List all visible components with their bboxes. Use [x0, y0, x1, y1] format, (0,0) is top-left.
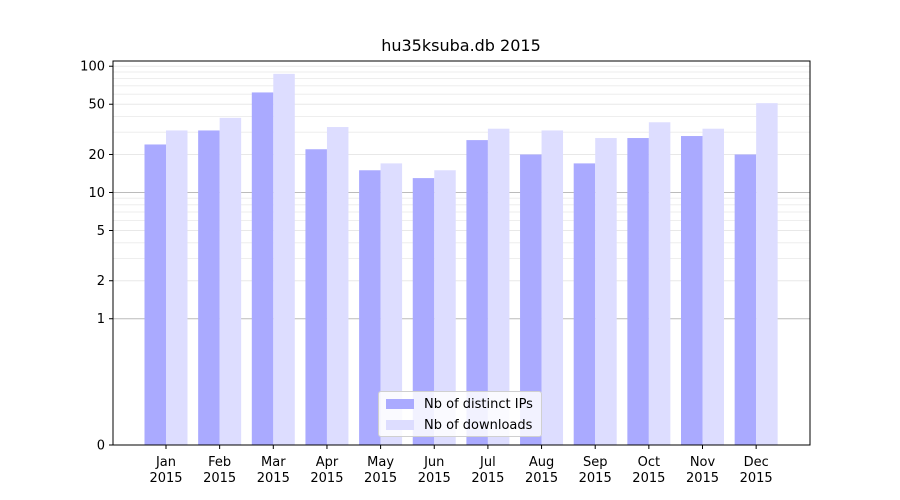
x-tick-label-month: Aug: [529, 455, 554, 470]
bar-distinct-ips: [734, 154, 757, 445]
bar-distinct-ips: [520, 154, 542, 445]
x-tick-label-year: 2015: [471, 471, 504, 486]
y-tick-label: 50: [88, 98, 105, 113]
bar-downloads: [326, 127, 349, 445]
x-tick-label-month: Dec: [744, 455, 769, 470]
legend-swatch-downloads: [386, 420, 414, 430]
x-tick-label-year: 2015: [686, 471, 719, 486]
x-tick-label-year: 2015: [740, 471, 773, 486]
bars: [144, 73, 778, 446]
bar-distinct-ips: [573, 163, 596, 445]
x-tick-label-year: 2015: [364, 471, 397, 486]
bar-downloads: [541, 130, 564, 445]
x-tick-label-month: Jun: [423, 455, 444, 470]
x-tick-label-month: Jan: [155, 455, 176, 470]
x-tick-label-month: Nov: [690, 455, 716, 470]
x-tick-label-month: Jul: [479, 455, 496, 470]
bar-downloads: [380, 163, 403, 445]
x-tick-label-year: 2015: [257, 471, 290, 486]
y-tick-label: 0: [97, 439, 105, 454]
y-tick-label: 10: [88, 186, 105, 201]
legend-item-ips: Nb of distinct IPs: [386, 395, 533, 413]
bar-distinct-ips: [466, 140, 488, 445]
bar-distinct-ips: [251, 92, 274, 445]
chart-title: hu35ksuba.db 2015: [381, 36, 541, 55]
bar-distinct-ips: [144, 144, 166, 445]
x-tick-label-month: Mar: [261, 455, 286, 470]
legend-label-ips: Nb of distinct IPs: [424, 396, 533, 412]
bar-downloads: [702, 128, 724, 446]
bar-downloads: [219, 117, 242, 446]
bar-downloads: [756, 103, 778, 446]
bar-distinct-ips: [681, 136, 703, 445]
y-tick-label: 20: [88, 148, 105, 163]
legend-swatch-ips: [386, 399, 414, 409]
x-axis: Jan2015Feb2015Mar2015Apr2015May2015Jun20…: [149, 445, 773, 486]
x-tick-label-month: Sep: [583, 455, 608, 470]
x-tick-label-year: 2015: [632, 471, 665, 486]
y-tick-label: 5: [97, 224, 105, 239]
x-tick-label-year: 2015: [310, 471, 343, 486]
bar-downloads: [648, 122, 671, 445]
bar-distinct-ips: [412, 178, 435, 446]
legend: Nb of distinct IPs Nb of downloads: [378, 391, 542, 437]
bar-downloads: [595, 138, 617, 445]
legend-label-downloads: Nb of downloads: [424, 417, 533, 433]
legend-item-downloads: Nb of downloads: [386, 416, 532, 434]
bar-downloads: [166, 130, 188, 445]
bar-distinct-ips: [627, 138, 649, 445]
y-tick-label: 1: [97, 312, 105, 327]
y-axis: 0 1 2 5 10 20 50 100: [80, 60, 113, 454]
bar-downloads: [487, 128, 510, 446]
x-tick-label-month: Oct: [638, 455, 660, 470]
y-tick-label: 100: [80, 60, 105, 75]
x-tick-label-year: 2015: [149, 471, 182, 486]
x-tick-label-year: 2015: [525, 471, 558, 486]
bar-distinct-ips: [305, 149, 327, 445]
x-tick-label-month: Apr: [316, 455, 339, 470]
x-tick-label-year: 2015: [418, 471, 451, 486]
bar-distinct-ips: [198, 130, 220, 445]
bar-downloads: [273, 73, 295, 445]
x-tick-label-month: Feb: [208, 455, 231, 470]
y-tick-label: 2: [97, 274, 105, 289]
x-tick-label-month: May: [367, 455, 394, 470]
plot-frame: [112, 60, 811, 446]
bar-distinct-ips: [359, 170, 381, 445]
x-tick-label-year: 2015: [203, 471, 236, 486]
x-tick-label-year: 2015: [579, 471, 612, 486]
bar-downloads: [434, 170, 456, 445]
